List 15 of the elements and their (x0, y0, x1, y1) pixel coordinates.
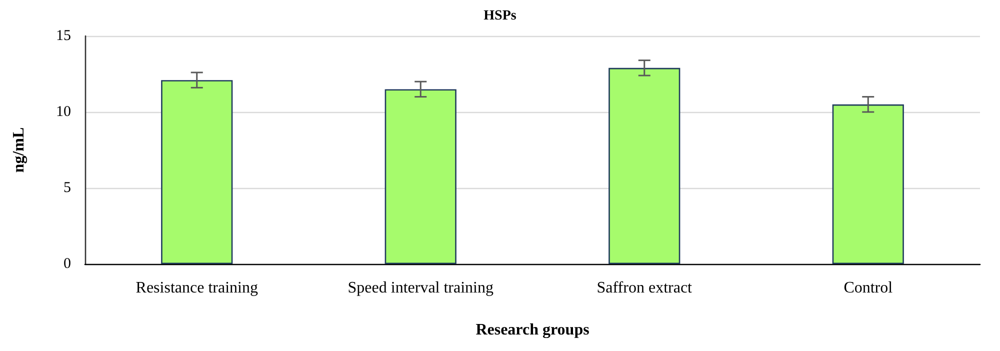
bar (384, 89, 456, 264)
x-tick-label: Speed interval training (348, 280, 494, 296)
x-tick-label: Control (844, 280, 894, 296)
x-tick-label: Saffron extract (596, 280, 693, 296)
y-tick-label: 5 (64, 180, 71, 196)
chart-title: HSPs (484, 8, 517, 24)
x-axis-title: Research groups (476, 322, 590, 338)
bar (832, 104, 904, 264)
y-tick-label: 10 (56, 104, 71, 120)
bar (161, 80, 233, 264)
x-tick-label: Resistance training (136, 280, 258, 296)
y-tick-label: 15 (56, 28, 71, 44)
bar (608, 68, 680, 264)
y-tick-label: 0 (64, 256, 71, 272)
y-axis-title: ng/mL (10, 127, 28, 173)
